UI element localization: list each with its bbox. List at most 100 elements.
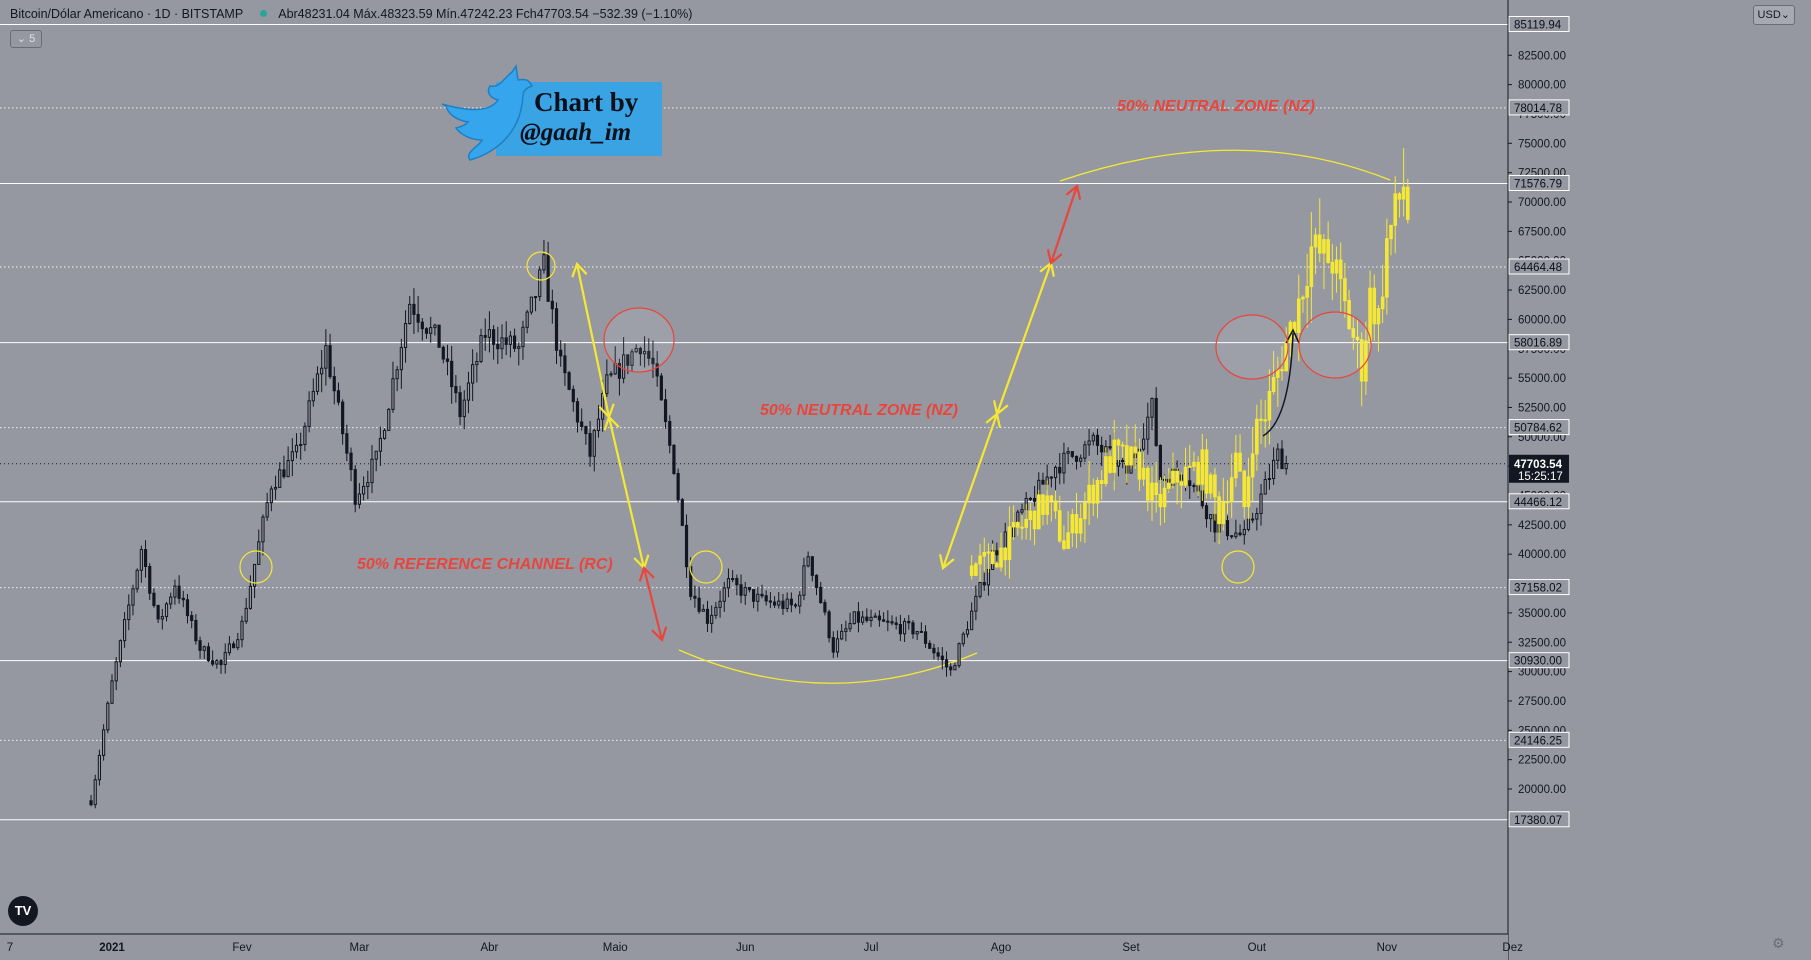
- price-tick-label: 32500.00: [1518, 637, 1566, 649]
- candle: [152, 592, 156, 606]
- projection-bar: [1129, 446, 1133, 466]
- candle: [424, 328, 429, 334]
- candle: [471, 364, 475, 384]
- projection-bar: [1036, 494, 1041, 530]
- currency-button[interactable]: USD⌄: [1752, 5, 1795, 25]
- projection-bar: [1108, 456, 1112, 473]
- symbol-legend[interactable]: Bitcoin/Dólar Americano · 1D · BITSTAMP …: [10, 7, 692, 21]
- candle: [949, 666, 953, 671]
- candle: [1192, 485, 1196, 488]
- candle: [227, 643, 232, 654]
- candle: [605, 374, 609, 395]
- candle: [655, 363, 659, 377]
- candle: [173, 585, 177, 598]
- projection-bar: [1334, 259, 1339, 274]
- tradingview-logo-icon[interactable]: TV: [8, 896, 38, 926]
- candle: [114, 661, 118, 682]
- projection-bar: [1213, 474, 1217, 498]
- candle: [450, 360, 454, 388]
- candle: [1242, 528, 1246, 536]
- time-tick-label: Fev: [232, 942, 251, 954]
- price-tick-label: 55000.00: [1518, 373, 1566, 385]
- projection-bar: [1271, 376, 1276, 392]
- candle: [693, 595, 697, 599]
- watermark: Chart by@gaah_im: [441, 63, 662, 161]
- candle: [680, 499, 684, 526]
- projection-bar: [978, 555, 982, 565]
- candle: [798, 594, 802, 607]
- candle: [601, 393, 605, 420]
- projection-bar: [1401, 186, 1406, 200]
- projection-bar: [1351, 328, 1356, 338]
- level-price-label: 30930.00: [1514, 656, 1562, 668]
- projection-bar: [1166, 482, 1171, 489]
- candle: [345, 433, 349, 454]
- watermark-line1: Chart by: [534, 87, 639, 117]
- candle: [873, 615, 877, 618]
- projection-bar: [1011, 522, 1016, 528]
- candle: [437, 324, 441, 348]
- projection-bar: [1208, 474, 1213, 494]
- candle: [1074, 455, 1079, 462]
- candle: [194, 619, 198, 642]
- price-tick-label: 80000.00: [1518, 80, 1566, 92]
- settings-gear-icon[interactable]: ⚙: [1772, 935, 1785, 951]
- level-price-label: 71576.79: [1514, 178, 1562, 190]
- arrow-head: [603, 414, 620, 431]
- candle: [110, 680, 114, 704]
- candle: [697, 597, 701, 612]
- indicator-collapse-button[interactable]: ⌄ 5: [10, 30, 42, 48]
- projection-bar: [1296, 298, 1301, 333]
- candle: [106, 702, 110, 731]
- projection-bar: [1192, 461, 1196, 467]
- candle: [479, 335, 483, 363]
- candle: [248, 585, 252, 609]
- time-axis-bg: [0, 934, 1508, 960]
- candle: [1087, 440, 1091, 446]
- candle: [609, 373, 613, 376]
- drawing-overlays: 50% NEUTRAL ZONE (NZ) 50% NEUTRAL ZONE (N…: [239, 63, 1372, 643]
- candle: [915, 630, 919, 635]
- projection-bar: [1158, 493, 1163, 508]
- arrow-head: [571, 261, 588, 278]
- candle: [1255, 513, 1259, 520]
- time-axis[interactable]: 7 2021 Fev Mar Abr Maio Jun Jul Ago Set Out Nov Dez: [0, 933, 1523, 960]
- arrow-head: [651, 626, 668, 643]
- level-price-tag: [1508, 652, 1570, 669]
- level-price-label: 78014.78: [1514, 103, 1562, 115]
- time-tick-label: 2021: [99, 942, 125, 954]
- level-price-label: 58016.89: [1514, 338, 1562, 350]
- candle: [651, 357, 655, 365]
- projection-bar: [1057, 510, 1062, 542]
- candle: [512, 335, 517, 349]
- candle: [663, 399, 668, 422]
- candle: [743, 587, 747, 596]
- candle: [542, 254, 546, 271]
- candle: [1070, 451, 1074, 457]
- candle: [290, 451, 294, 462]
- candle: [324, 345, 328, 369]
- candle: [508, 335, 512, 345]
- candle: [890, 621, 894, 624]
- candle: [1100, 444, 1104, 453]
- candle: [793, 604, 798, 607]
- candle: [571, 388, 575, 403]
- candle: [668, 420, 672, 446]
- candle: [215, 660, 219, 665]
- projection-bar: [1338, 259, 1343, 280]
- price-axis[interactable]: 20000.0022500.0025000.0027500.0030000.00…: [1507, 0, 1811, 960]
- projection-bar: [1099, 480, 1104, 484]
- candle: [135, 569, 139, 590]
- candle: [764, 595, 768, 602]
- candle: [148, 565, 152, 594]
- projection-bar: [1062, 540, 1066, 549]
- candle: [299, 443, 303, 446]
- candle: [630, 351, 634, 366]
- candle: [496, 343, 500, 350]
- candle: [202, 646, 206, 651]
- candle: [588, 433, 592, 457]
- arrow-line: [941, 413, 999, 569]
- candle: [932, 647, 936, 654]
